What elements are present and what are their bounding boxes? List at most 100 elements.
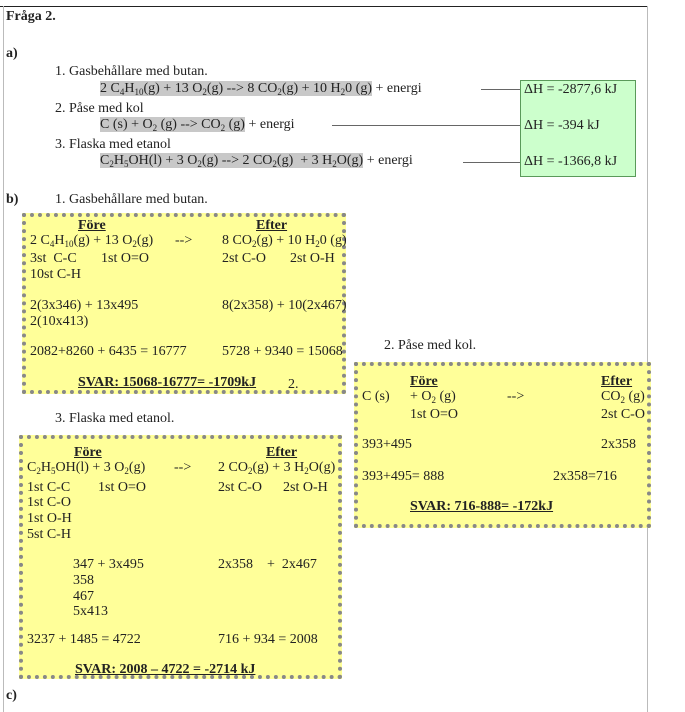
subscript: 2: [132, 239, 137, 249]
calc-box-butane: [22, 213, 346, 394]
bond: 2st C-O: [222, 251, 266, 266]
subscript: 10: [134, 87, 144, 97]
subscript: 2: [36, 466, 41, 476]
bond: 3st C-C: [30, 251, 77, 266]
question-title: Fråga 2.: [6, 9, 56, 24]
sum: 2082+8260 + 6435 = 16777: [30, 344, 187, 359]
subscript: 5: [123, 159, 129, 169]
calc: 2x358: [601, 437, 636, 452]
calc: 358: [73, 573, 94, 588]
reactants: 2 C4H10(g) + 13 O2(g): [30, 233, 154, 249]
subscript: 2: [620, 395, 625, 405]
subscript: 2: [152, 123, 158, 133]
efter-header: Efter: [256, 218, 288, 233]
box3-heading: 3. Flaska med etanol.: [55, 411, 175, 426]
equation-carbon: C (s) + O2 (g) --> CO2 (g) + energi: [100, 117, 295, 133]
box1-heading: 1. Gasbehållare med butan.: [55, 192, 208, 207]
fore-header: Före: [78, 218, 106, 233]
subscript: 2: [247, 466, 253, 476]
delta-h-carbon: ΔH = -394 kJ: [524, 118, 600, 133]
top-rule: [0, 6, 647, 7]
sum: 393+495= 888: [362, 469, 445, 484]
subscript: 2: [315, 239, 320, 249]
calc: 347 + 3x495: [73, 557, 144, 572]
bond: 1st O-H: [27, 511, 72, 526]
right-margin: [647, 6, 648, 712]
calc: 393+495: [362, 437, 412, 452]
answer: SVAR: 716-888= -172kJ: [410, 499, 554, 514]
sum: 3237 + 1485 = 4722: [27, 632, 141, 647]
subscript: 2: [431, 395, 437, 405]
bond: 1st C-O: [27, 495, 71, 510]
item-2-heading: 2. Påse med kol: [55, 101, 144, 116]
bond: 1st O=O: [410, 407, 458, 422]
answer: SVAR: 15068-16777= -1709kJ: [78, 375, 257, 390]
products: 8 CO2(g) + 10 H20 (g): [222, 233, 347, 249]
item-3-heading: 3. Flaska med etanol: [55, 137, 171, 152]
bond: 2st O-H: [290, 251, 335, 266]
subscript: 2: [202, 87, 207, 97]
left-margin: [3, 6, 4, 712]
reactant: C (s): [362, 389, 390, 404]
bond: 2st C-O: [601, 407, 645, 422]
calc-box-ethanol: [19, 435, 342, 679]
subscript: 2: [332, 159, 337, 169]
subscript: 4: [49, 239, 55, 249]
bond: 1st O=O: [101, 251, 149, 266]
subscript: 2: [340, 87, 346, 97]
equation-highlight: C2H5OH(l) + 3 O2(g) --> 2 CO2(g) + 3 H2O…: [100, 153, 364, 169]
sum: 5728 + 9340 = 15068: [222, 344, 343, 359]
products: 2 CO2(g) + 3 H2O(g): [218, 460, 336, 476]
arrow: -->: [175, 233, 193, 248]
efter-header: Efter: [266, 445, 298, 460]
delta-h-butane: ΔH = -2877,6 kJ: [524, 82, 618, 97]
bond: 10st C-H: [30, 267, 81, 282]
sum: 716 + 934 = 2008: [218, 632, 318, 647]
subscript: 2: [220, 123, 226, 133]
connector-line: [481, 89, 520, 90]
part-a-label: a): [6, 46, 18, 61]
subscript: 10: [64, 239, 74, 249]
connector-line: [463, 162, 520, 163]
calc: 2x358 + 2x467: [218, 557, 317, 572]
subscript: 2: [251, 239, 257, 249]
bond: 5st C-H: [27, 527, 71, 542]
fore-header: Före: [74, 445, 102, 460]
subscript: 2: [277, 87, 282, 97]
stray-number: 2.: [288, 377, 299, 392]
bond: 1st C-C: [27, 480, 71, 495]
equation-highlight: 2 C4H10(g) + 13 O2(g) --> 8 CO2(g) + 10 …: [100, 81, 372, 97]
answer: SVAR: 2008 – 4722 = -2714 kJ: [75, 662, 256, 677]
connector-line: [332, 125, 520, 126]
subscript: 2: [304, 466, 309, 476]
part-b-label: b): [6, 192, 19, 207]
sum: 2x358=716: [553, 469, 617, 484]
calc: 467: [73, 589, 94, 604]
equation-butane: 2 C4H10(g) + 13 O2(g) --> 8 CO2(g) + 10 …: [100, 81, 422, 97]
arrow: -->: [507, 389, 525, 404]
calc: 8(2x358) + 10(2x467): [222, 298, 347, 313]
calc-box-carbon: [354, 362, 651, 528]
calc: 2(10x413): [30, 314, 89, 329]
subscript: 2: [272, 159, 277, 169]
bond: 2st C-O: [218, 480, 262, 495]
part-c-label: c): [6, 688, 17, 703]
box2-heading: 2. Påse med kol.: [384, 338, 477, 353]
efter-header: Efter: [601, 374, 633, 389]
bond: 2st O-H: [283, 480, 328, 495]
subscript: 4: [119, 87, 125, 97]
products: CO2 (g): [601, 389, 645, 405]
item-1-heading: 1. Gasbehållare med butan.: [55, 64, 208, 79]
delta-h-ethanol: ΔH = -1366,8 kJ: [524, 154, 618, 169]
subscript: 2: [197, 159, 202, 169]
arrow: -->: [174, 460, 192, 475]
subscript: 5: [50, 466, 56, 476]
enthalpy-box: ΔH = -2877,6 kJ ΔH = -394 kJ ΔH = -1366,…: [520, 80, 636, 177]
reactants: C2H5OH(l) + 3 O2(g): [27, 460, 146, 476]
subscript: 2: [109, 159, 114, 169]
equation-ethanol: C2H5OH(l) + 3 O2(g) --> 2 CO2(g) + 3 H2O…: [100, 153, 413, 169]
fore-header: Före: [410, 374, 438, 389]
bond: 1st O=O: [98, 480, 146, 495]
equation-highlight: C (s) + O2 (g) --> CO2 (g): [100, 117, 245, 133]
calc: 5x413: [73, 604, 108, 619]
